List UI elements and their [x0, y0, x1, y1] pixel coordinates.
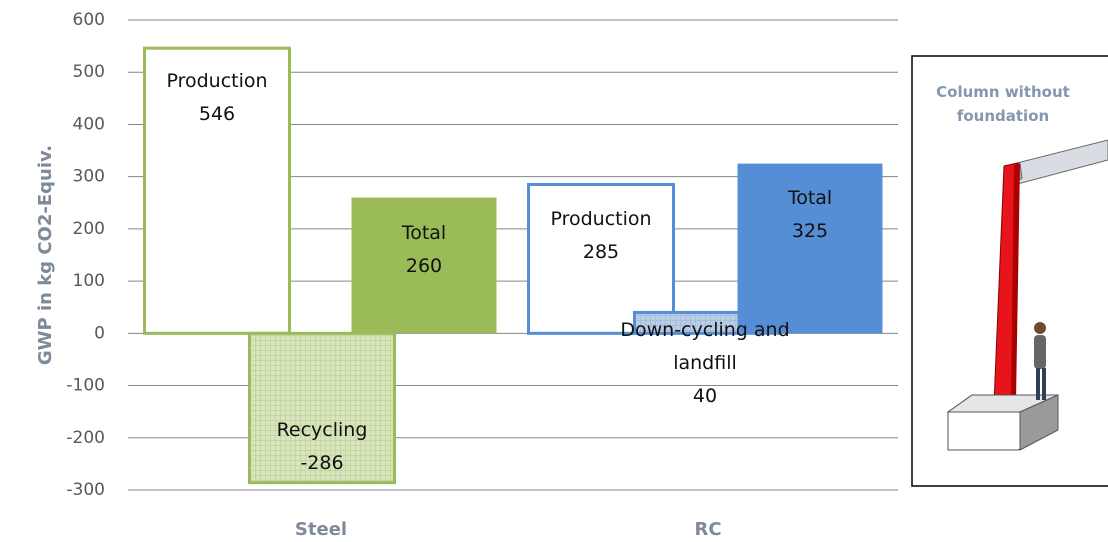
y-tick-label: -100	[66, 376, 105, 396]
bar-label-value: 285	[582, 241, 620, 263]
bar-label-name: Total	[401, 222, 447, 244]
bar-label-value: -286	[300, 452, 344, 474]
bar	[737, 163, 883, 334]
bar-label-value: 325	[791, 220, 829, 242]
bar	[351, 197, 497, 334]
x-tick-label: Steel	[295, 519, 347, 540]
x-tick-label: RC	[694, 519, 721, 540]
bar-label-name: Production	[166, 70, 268, 92]
bar-label-name: Recycling	[276, 419, 368, 441]
bar	[248, 331, 396, 485]
inset-title: Column without foundation	[936, 83, 1070, 125]
y-tick-label: 400	[73, 114, 105, 134]
bar-label-name: Total	[787, 187, 833, 209]
y-tick-label: 300	[73, 167, 105, 187]
bar-label-name: Production	[550, 208, 652, 230]
y-tick-label: 600	[73, 10, 105, 30]
inset-drawing	[911, 55, 1108, 487]
bar-label-value: 40	[692, 385, 718, 407]
y-tick-label: -300	[66, 480, 105, 500]
y-axis-label: GWP in kg CO2-Equiv.	[35, 145, 56, 365]
bar-label-value: 260	[405, 255, 443, 277]
y-tick-label: 100	[73, 271, 105, 291]
bar-label-name: Down-cycling and landfill	[620, 319, 790, 374]
y-tick-label: 500	[73, 62, 105, 82]
bar	[143, 46, 291, 335]
bar-label-value: 546	[198, 103, 236, 125]
y-tick-label: 0	[94, 323, 105, 343]
y-tick-label: 200	[73, 219, 105, 239]
bar	[527, 183, 675, 335]
y-tick-label: -200	[66, 428, 105, 448]
